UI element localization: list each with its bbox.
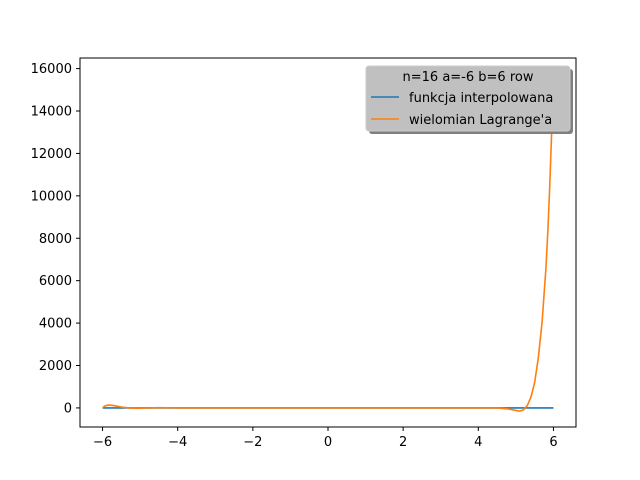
x-axis: −6 −4 −2 0 2 4 6 <box>93 427 558 450</box>
x-tick-label: −6 <box>93 435 112 450</box>
legend-title: n=16 a=-6 b=6 row <box>403 70 534 85</box>
x-tick-label: 6 <box>549 435 557 450</box>
series-line-wielomian-lagrange <box>102 74 555 412</box>
y-tick-label: 4000 <box>39 317 72 332</box>
series-layer <box>102 74 555 412</box>
y-tick-label: 12000 <box>31 147 72 162</box>
y-tick-label: 0 <box>64 401 72 416</box>
legend-label-lagrange: wielomian Lagrange'a <box>409 113 552 128</box>
y-tick-label: 8000 <box>39 232 72 247</box>
x-tick-label: −4 <box>168 435 187 450</box>
x-tick-label: 4 <box>474 435 482 450</box>
y-tick-label: 16000 <box>31 62 72 77</box>
y-axis: 0 2000 4000 6000 8000 10000 12000 14000 16000 <box>31 62 80 416</box>
y-tick-label: 14000 <box>31 105 72 120</box>
legend-box <box>365 65 571 132</box>
x-tick-label: −2 <box>243 435 262 450</box>
x-tick-label: 0 <box>324 435 332 450</box>
legend: n=16 a=-6 b=6 row funkcja interpolowana … <box>365 65 573 134</box>
y-tick-label: 2000 <box>39 359 72 374</box>
x-tick-label: 2 <box>399 435 407 450</box>
y-tick-label: 10000 <box>31 189 72 204</box>
y-tick-label: 6000 <box>39 274 72 289</box>
legend-label-funkcja: funkcja interpolowana <box>409 91 553 106</box>
